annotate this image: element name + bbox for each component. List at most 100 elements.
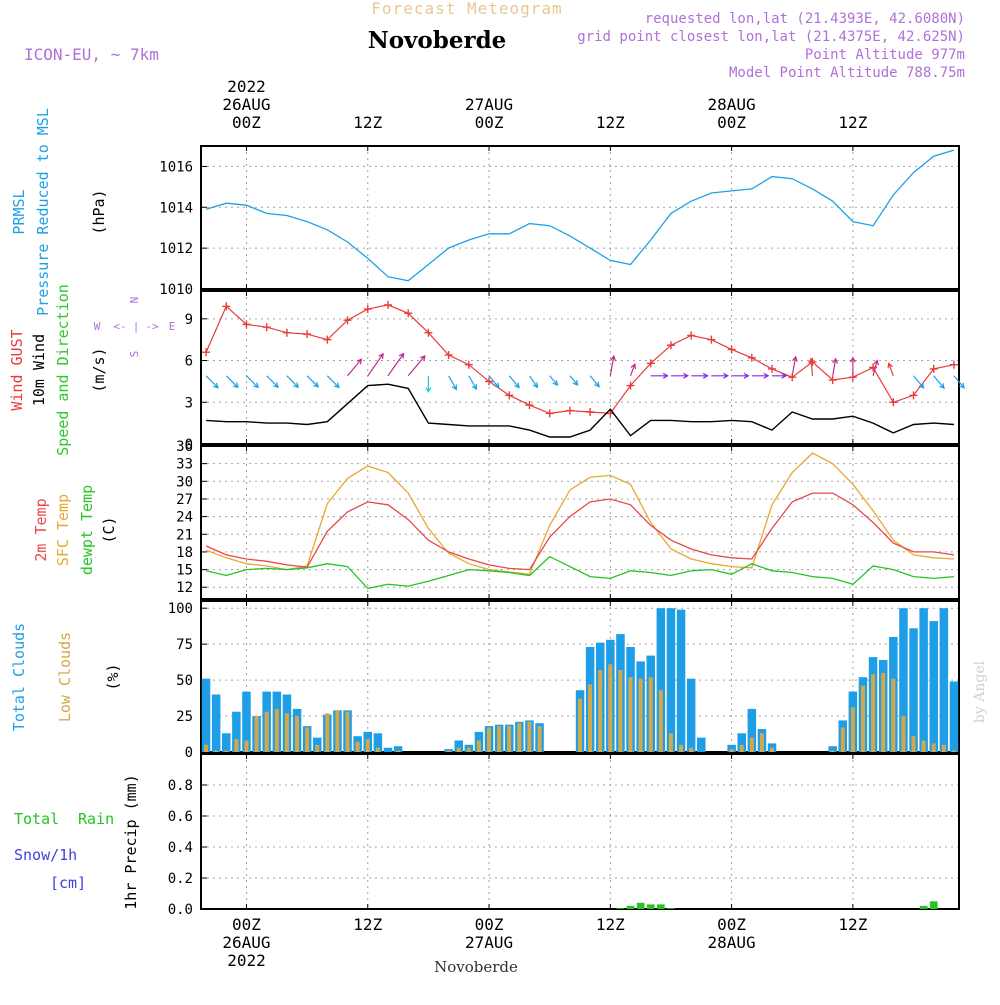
compass-e: E [169, 320, 176, 333]
compass-right-arrow: -> [145, 320, 159, 333]
wind-direction-arrow [731, 372, 750, 379]
wind-direction-arrow [286, 375, 300, 389]
gust-marker [586, 408, 595, 417]
temp-sfc-label: SFC Temp [54, 494, 72, 566]
dewpoint-line [205, 555, 954, 590]
low-cloud-bar [507, 726, 512, 752]
top-date-label: 27AUG [465, 95, 513, 114]
bottom-hour-label: 12Z [838, 915, 867, 934]
low-cloud-bar [941, 744, 946, 752]
low-cloud-bar [214, 750, 219, 752]
top-date-label: 28AUG [708, 95, 756, 114]
gust-marker [282, 328, 291, 337]
pressure-label-unit: (hPa) [90, 189, 108, 234]
gust-marker [949, 360, 958, 369]
low-cloud-bar [295, 716, 299, 752]
y-tick-label: 33 [176, 457, 193, 473]
low-cloud-bar [729, 749, 734, 752]
pressure-panel: 1010 1012 1014 1016 [159, 145, 960, 298]
temp-unit-label: (C) [100, 516, 118, 543]
total-cloud-bar [373, 733, 383, 752]
wind-direction-arrow [225, 375, 239, 389]
gust-marker [505, 391, 514, 400]
low-cloud-bar [608, 664, 613, 752]
point-altitude: Point Altitude 977m [805, 47, 965, 63]
low-cloud-bar [871, 674, 876, 752]
gust-marker [303, 330, 312, 339]
precip-snow-label: Snow/1h [14, 846, 77, 864]
rain-bar [929, 901, 938, 910]
total-cloud-bar [222, 733, 231, 752]
low-cloud-bar [224, 750, 229, 752]
compass-w: W [94, 320, 101, 333]
bottom-date-label: 26AUG [222, 933, 270, 952]
low-cloud-bar [456, 747, 461, 752]
gust-marker [222, 302, 231, 311]
low-cloud-bar [749, 737, 754, 752]
total-cloud-bar [211, 694, 221, 752]
model-altitude: Model Point Altitude 788.75m [729, 65, 965, 81]
gust-marker [707, 335, 716, 344]
temp-labels: 2m Temp SFC Temp dewpt Temp (C) [32, 485, 118, 575]
total-cloud-bar [949, 681, 959, 752]
gust-marker [404, 309, 413, 318]
wind-direction-arrow [791, 355, 798, 376]
total-cloud-bar [899, 608, 908, 752]
low-cloud-bar [365, 739, 370, 752]
low-cloud-bar [264, 711, 269, 752]
compass-n: N [128, 297, 141, 304]
pressure-label-msl: Pressure Reduced to MSL [34, 108, 52, 316]
pressure-label-prmsl: PRMSL [10, 189, 28, 234]
wind-direction-arrow [650, 372, 669, 379]
precip-unit-label: 1hr Precip (mm) [122, 774, 140, 909]
low-cloud-bar [840, 727, 845, 752]
total-cloud-bar [919, 608, 928, 752]
total-cloud-bar [939, 608, 949, 752]
low-cloud-bar [830, 750, 835, 752]
gust-marker [323, 335, 332, 344]
panel-frame [200, 753, 960, 910]
gust-marker [828, 376, 837, 385]
top-hour-label: 00Z [717, 113, 746, 132]
wind-direction-arrow [751, 372, 770, 379]
total-cloud-bar [727, 744, 736, 752]
wind-direction-arrow [448, 375, 458, 391]
wind-speed-dir-label: Speed and Direction [54, 284, 72, 456]
wind-direction-arrow [691, 372, 709, 379]
wind-direction-arrow [488, 375, 500, 389]
precip-panel: 0.0 0.2 0.4 0.6 0.8 [168, 753, 960, 918]
low-cloud-bar [628, 677, 633, 752]
low-cloud-bar [305, 727, 310, 752]
top-hour-label: 00Z [475, 113, 504, 132]
pressure-line [205, 149, 955, 282]
requested-coords: requested lon,lat (21.4393E, 42.6080N) [645, 11, 965, 27]
low-cloud-bar [315, 744, 320, 752]
low-cloud-bar [951, 750, 956, 752]
model-label: ICON-EU, ~ 7km [24, 45, 159, 64]
rain-bar [626, 905, 635, 909]
top-date-label: 26AUG [222, 95, 270, 114]
low-cloud-bar [325, 713, 330, 752]
top-hour-label: 12Z [596, 113, 625, 132]
panel-frame [200, 290, 960, 445]
gust-line [205, 304, 955, 415]
cloud-unit-label: (%) [104, 663, 122, 690]
wind-direction-arrow [887, 362, 894, 377]
y-tick-label: 100 [168, 601, 193, 617]
cloud-panel: 0 25 50 75 100 [168, 600, 960, 761]
low-cloud-bar [598, 670, 603, 752]
cloud-labels: Total Clouds Low Clouds (%) [10, 623, 122, 731]
gust-marker [202, 348, 211, 357]
rain-bar [919, 905, 928, 909]
wind-direction-arrow [407, 354, 426, 377]
compass-s: S [128, 351, 141, 358]
total-cloud-bar [201, 678, 211, 752]
low-cloud-bar [234, 739, 239, 752]
cloud-total-label: Total Clouds [10, 623, 28, 731]
rain-bar [667, 908, 675, 909]
temp-dew-label: dewpt Temp [78, 485, 96, 575]
bottom-hour-label: 12Z [596, 915, 625, 934]
y-tick-label: 1010 [159, 282, 193, 298]
gust-marker [687, 331, 696, 340]
precip-cm-label: [cm] [50, 874, 86, 892]
